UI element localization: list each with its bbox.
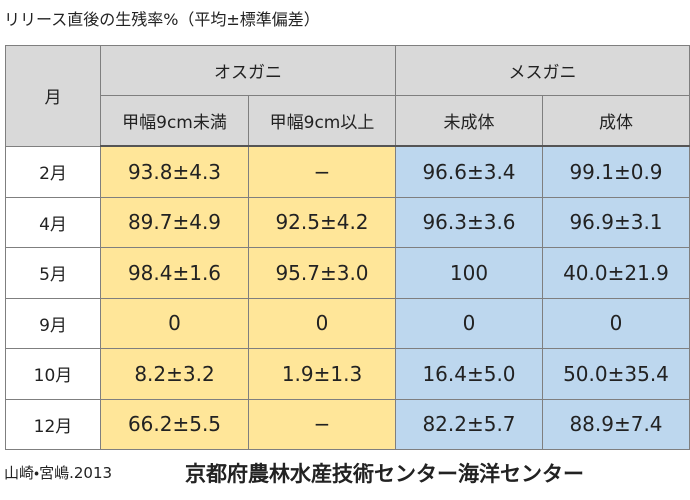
value-cell: 0 <box>100 297 249 349</box>
group-header-row: 月 オスガニ メスガニ <box>5 45 690 147</box>
column-header: 甲幅9cm未満 <box>100 95 249 147</box>
value-cell: 96.6±3.4 <box>395 145 543 198</box>
value-cell: 99.1±0.9 <box>542 145 690 198</box>
title: リリース直後の生残率%（平均±標準偏差） <box>4 10 320 29</box>
month-cell: 2月 <box>5 145 101 198</box>
value-cell: 8.2±3.2 <box>100 348 249 400</box>
table-head: 月 オスガニ メスガニ 甲幅9cm未満 甲幅9cm以上 未成体 成体 <box>5 45 690 147</box>
value-cell: 16.4±5.0 <box>395 348 543 400</box>
value-cell: 0 <box>248 297 396 349</box>
column-header: 未成体 <box>395 95 543 147</box>
value-cell: 98.4±1.6 <box>100 247 249 299</box>
month-cell: 10月 <box>5 348 101 400</box>
value-cell: 88.9±7.4 <box>542 398 690 450</box>
table-row: 12月 66.2±5.5−82.2±5.7 88.9±7.4 <box>5 398 690 450</box>
value-cell: 96.9±3.1 <box>542 196 690 248</box>
column-header-row: 甲幅9cm未満 甲幅9cm以上 未成体 成体 <box>6 95 690 147</box>
month-header: 月 <box>5 45 101 147</box>
month-cell: 4月 <box>5 196 101 248</box>
month-cell: 12月 <box>5 398 101 450</box>
table-row: 9月 0 0 0 0 <box>5 297 690 349</box>
organization: 京都府農林水産技術センター海洋センター <box>185 462 584 486</box>
group-header: オスガニ <box>100 45 396 96</box>
value-cell: − <box>248 145 396 198</box>
value-cell: 93.8±4.3 <box>100 145 249 198</box>
value-cell: 50.0±35.4 <box>542 348 690 400</box>
table-row: 2月 93.8±4.3−96.6±3.4 99.1±0.9 <box>5 145 690 198</box>
month-cell: 9月 <box>5 297 101 349</box>
table-body: 2月 93.8±4.3−96.6±3.4 99.1±0.9 4月 89.7±4.9 92.… <box>5 145 690 450</box>
table-row: 10月 8.2±3.2 1.9±1.3 16.4±5.0 50.0±35.4 <box>5 348 690 400</box>
value-cell: 95.7±3.0 <box>248 247 396 299</box>
table-row: 5月 98.4±1.6 95.7±3.0 100 40.0±21.9 <box>5 247 690 299</box>
column-header: 甲幅9cm以上 <box>248 95 396 147</box>
month-cell: 5月 <box>5 247 101 299</box>
value-cell: 89.7±4.9 <box>100 196 249 248</box>
table-row: 4月 89.7±4.9 92.5±4.2 96.3±3.6 96.9±3.1 <box>5 196 690 248</box>
value-cell: 100 <box>395 247 543 299</box>
value-cell: 40.0±21.9 <box>542 247 690 299</box>
value-cell: 82.2±5.7 <box>395 398 543 450</box>
value-cell: − <box>248 398 396 450</box>
value-cell: 92.5±4.2 <box>248 196 396 248</box>
column-header: 成体 <box>542 95 690 147</box>
value-cell: 0 <box>542 297 690 349</box>
citation: 山崎・宮嶋.2013 <box>4 464 113 482</box>
survival-table: 月 オスガニ メスガニ 甲幅9cm未満 甲幅9cm以上 未成体 成体 2月 93.8±4… <box>5 45 690 450</box>
value-cell: 96.3±3.6 <box>395 196 543 248</box>
value-cell: 0 <box>395 297 543 349</box>
value-cell: 66.2±5.5 <box>100 398 249 450</box>
value-cell: 1.9±1.3 <box>248 348 396 400</box>
group-header: メスガニ <box>395 45 690 96</box>
